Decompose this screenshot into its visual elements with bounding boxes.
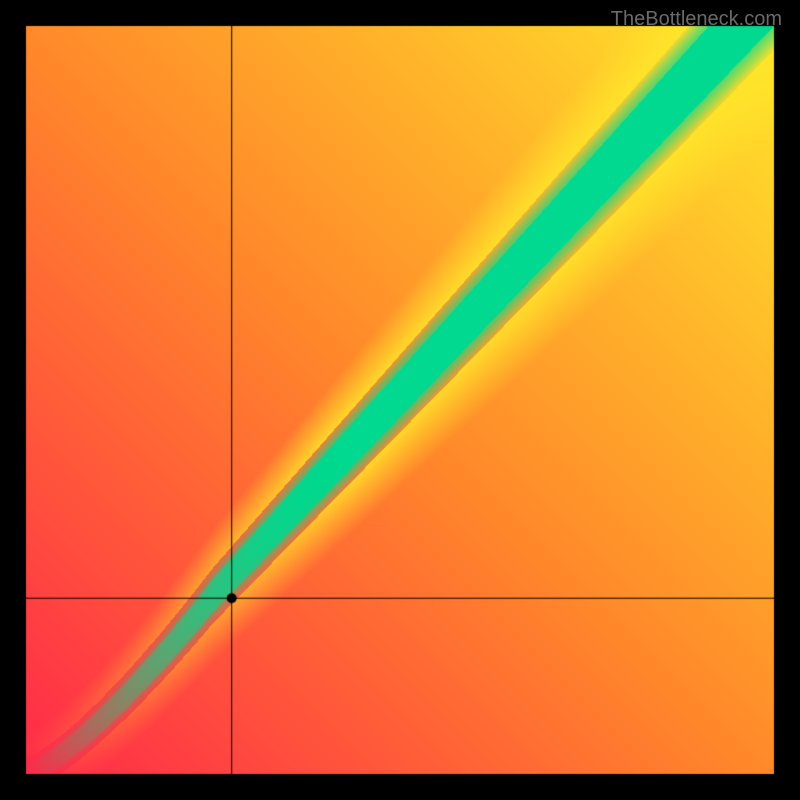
chart-container: TheBottleneck.com bbox=[0, 0, 800, 800]
watermark-text: TheBottleneck.com bbox=[611, 8, 782, 31]
heatmap-canvas bbox=[0, 0, 800, 800]
